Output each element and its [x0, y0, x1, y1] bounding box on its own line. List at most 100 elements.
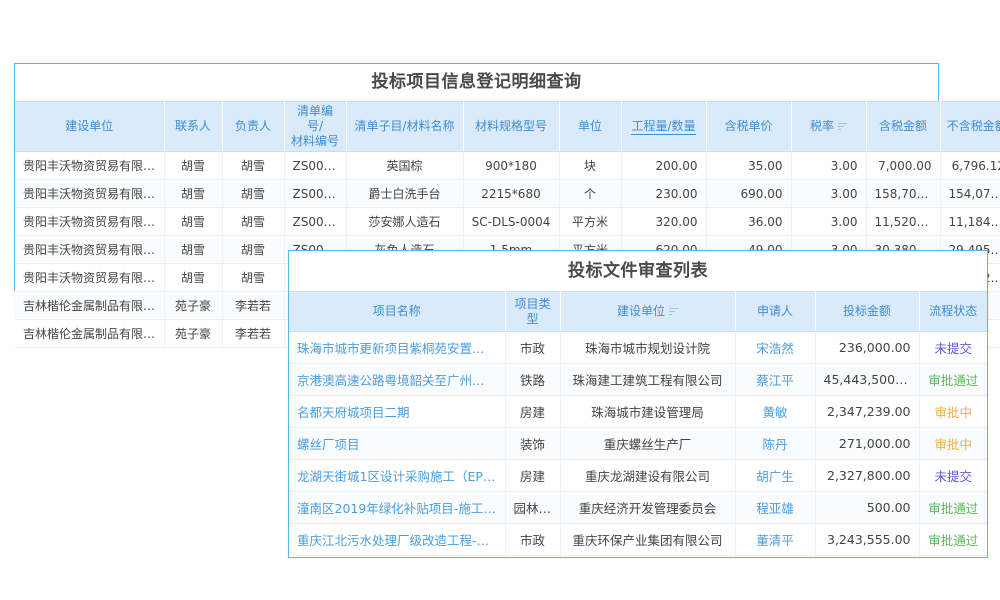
- bid-detail-header-2[interactable]: 负责人: [222, 101, 285, 152]
- applicant-name: 陈丹: [735, 427, 816, 460]
- bid-detail-header-label: 清单子目/材料名称: [354, 119, 455, 133]
- project-type: 园林景观: [505, 491, 561, 524]
- bid-detail-header-0[interactable]: 建设单位: [15, 101, 165, 152]
- bid-review-header-label: 项目类型: [514, 296, 551, 326]
- project-name-link[interactable]: 京港澳高速公路粤境韶关至广州互通路...: [289, 363, 506, 396]
- applicant-name: 黄敏: [735, 395, 816, 428]
- bid-detail-cell: 李若若: [222, 319, 285, 348]
- bid-detail-cell: 6,796.12: [940, 151, 1000, 180]
- bid-detail-cell: 胡雪: [222, 235, 285, 264]
- applicant-name: 宋浩然: [735, 331, 816, 364]
- applicant-name: 董清平: [735, 523, 816, 556]
- construction-unit: 重庆龙湖建设有限公司: [560, 459, 736, 492]
- bid-review-table: 项目名称 项目类型 建设单位 申请人 投标金额 流程状态 珠海市城市更新项目紫桐苑安置点设…: [289, 291, 987, 556]
- bid-review-header-4[interactable]: 投标金额: [815, 291, 920, 332]
- bid-review-header-0[interactable]: 项目名称: [289, 291, 506, 332]
- table-row[interactable]: 螺丝厂项目 装饰 重庆螺丝生产厂 陈丹 271,000.00 审批中: [289, 427, 987, 460]
- table-row[interactable]: 潼南区2019年绿化补贴项目-施工2标段 园林景观 重庆经济开发管理委员会 程亚雄 50…: [289, 491, 987, 524]
- bid-detail-header-9[interactable]: 税率: [791, 101, 867, 152]
- table-row[interactable]: 珠海市城市更新项目紫桐苑安置点设计... 市政 珠海市城市规划设计院 宋浩然 236,0…: [289, 331, 987, 364]
- bid-detail-cell: 苑子豪: [164, 291, 223, 320]
- construction-unit: 珠海市城市规划设计院: [560, 331, 736, 364]
- project-type: 装饰: [505, 427, 561, 460]
- bid-detail-cell: 35.00: [706, 151, 792, 180]
- bid-review-header-1[interactable]: 项目类型: [505, 291, 561, 332]
- table-row[interactable]: 贵阳丰沃物资贸易有限公司 胡雪 胡雪 ZS0056 莎安娜人造石 SC-DLS-0004 平…: [15, 207, 1000, 236]
- project-name-link[interactable]: 螺丝厂项目: [289, 427, 506, 460]
- bid-detail-header-4[interactable]: 清单子目/材料名称: [346, 101, 464, 152]
- bid-review-header-label: 流程状态: [929, 304, 978, 318]
- bid-review-header-row: 项目名称 项目类型 建设单位 申请人 投标金额 流程状态: [289, 291, 987, 332]
- bid-detail-header-label: 不含税金额: [946, 119, 1000, 133]
- bid-detail-header-label: 含税单价: [724, 119, 773, 133]
- bid-review-panel: 投标文件审查列表 项目名称 项目类型 建设单位 申请人 投标金额 流程状态 珠海市城市更新…: [288, 250, 988, 558]
- bid-detail-cell: 900*180: [463, 151, 560, 180]
- bid-detail-cell: 胡雪: [164, 263, 223, 292]
- bid-detail-header-6[interactable]: 单位: [559, 101, 622, 152]
- project-type: 市政: [505, 331, 561, 364]
- bid-detail-cell: 胡雪: [164, 235, 223, 264]
- bid-detail-cell: 3.00: [791, 151, 867, 180]
- bid-detail-cell: 块: [559, 151, 622, 180]
- project-type: 市政: [505, 523, 561, 556]
- bid-detail-header-1[interactable]: 联系人: [164, 101, 223, 152]
- bid-amount: 271,000.00: [815, 427, 920, 460]
- project-name-link[interactable]: 龙湖天街城1区设计采购施工（EPC）...: [289, 459, 506, 492]
- bid-detail-cell: 吉林楷伦金属制品有限公司: [15, 319, 165, 348]
- bid-detail-header-label: 单位: [577, 119, 602, 133]
- bid-detail-cell: 英国棕: [346, 151, 464, 180]
- applicant-name: 胡广生: [735, 459, 816, 492]
- bid-detail-cell: 李若若: [222, 291, 285, 320]
- bid-detail-header-7[interactable]: 工程量/数量: [621, 101, 707, 152]
- bid-amount: 236,000.00: [815, 331, 920, 364]
- bid-detail-cell: 爵士白洗手台: [346, 179, 464, 208]
- bid-review-header-2[interactable]: 建设单位: [560, 291, 736, 332]
- table-row[interactable]: 重庆江北污水处理厂级改造工程-道路... 市政 重庆环保产业集团有限公司 董清平 3,2…: [289, 523, 987, 556]
- bid-detail-header-10[interactable]: 含税金额: [866, 101, 941, 152]
- table-row[interactable]: 龙湖天街城1区设计采购施工（EPC）... 房建 重庆龙湖建设有限公司 胡广生 2,32…: [289, 459, 987, 492]
- bid-detail-cell: 莎安娜人造石: [346, 207, 464, 236]
- sort-icon[interactable]: [838, 122, 847, 131]
- bid-detail-cell: 苑子豪: [164, 319, 223, 348]
- construction-unit: 珠海建工建筑工程有限公司: [560, 363, 736, 396]
- status-badge: 审批通过: [919, 491, 987, 524]
- bid-amount: 3,243,555.00: [815, 523, 920, 556]
- bid-detail-cell: ZS0056: [284, 207, 347, 236]
- table-row[interactable]: 名都天府城项目二期 房建 珠海城市建设管理局 黄敏 2,347,239.00 审批中: [289, 395, 987, 428]
- bid-detail-header-8[interactable]: 含税单价: [706, 101, 792, 152]
- construction-unit: 重庆环保产业集团有限公司: [560, 523, 736, 556]
- bid-detail-cell: 贵阳丰沃物资贸易有限公司: [15, 235, 165, 264]
- status-badge: 审批通过: [919, 523, 987, 556]
- bid-detail-cell: 吉林楷伦金属制品有限公司: [15, 291, 165, 320]
- project-name-link[interactable]: 潼南区2019年绿化补贴项目-施工2标段: [289, 491, 506, 524]
- bid-detail-header-11[interactable]: 不含税金额: [940, 101, 1000, 152]
- project-name-link[interactable]: 重庆江北污水处理厂级改造工程-道路...: [289, 523, 506, 556]
- bid-detail-header-5[interactable]: 材料规格型号: [463, 101, 560, 152]
- project-name-link[interactable]: 名都天府城项目二期: [289, 395, 506, 428]
- bid-detail-header-label: 建设单位: [65, 119, 114, 133]
- bid-detail-header-3[interactable]: 清单编号/材料编号: [284, 101, 347, 152]
- bid-detail-cell: 3.00: [791, 179, 867, 208]
- bid-review-body: 珠海市城市更新项目紫桐苑安置点设计... 市政 珠海市城市规划设计院 宋浩然 236,0…: [289, 331, 987, 556]
- bid-review-header-label: 投标金额: [842, 304, 891, 318]
- table-row[interactable]: 贵阳丰沃物资贸易有限公司 胡雪 胡雪 ZS0008 英国棕 900*180 块 200.00 3…: [15, 151, 1000, 180]
- project-type: 铁路: [505, 363, 561, 396]
- bid-review-header-label: 申请人: [756, 304, 793, 318]
- bid-detail-cell: 11,520.00: [866, 207, 941, 236]
- bid-detail-cell: 胡雪: [164, 207, 223, 236]
- table-row[interactable]: 贵阳丰沃物资贸易有限公司 胡雪 胡雪 ZS0004 爵士白洗手台 2215*680 个 230…: [15, 179, 1000, 208]
- bid-detail-cell: ZS0008: [284, 151, 347, 180]
- status-badge: 审批中: [919, 395, 987, 428]
- sort-icon[interactable]: [669, 307, 678, 316]
- project-name-link[interactable]: 珠海市城市更新项目紫桐苑安置点设计...: [289, 331, 506, 364]
- bid-review-title: 投标文件审查列表: [289, 251, 987, 291]
- bid-detail-cell: 154,077....: [940, 179, 1000, 208]
- status-badge: 未提交: [919, 459, 987, 492]
- bid-review-header-3[interactable]: 申请人: [735, 291, 816, 332]
- construction-unit: 重庆螺丝生产厂: [560, 427, 736, 460]
- bid-review-header-5[interactable]: 流程状态: [919, 291, 987, 332]
- status-badge: 审批通过: [919, 363, 987, 396]
- table-row[interactable]: 京港澳高速公路粤境韶关至广州互通路... 铁路 珠海建工建筑工程有限公司 蔡江平 45,…: [289, 363, 987, 396]
- bid-amount: 2,347,239.00: [815, 395, 920, 428]
- bid-detail-cell: 个: [559, 179, 622, 208]
